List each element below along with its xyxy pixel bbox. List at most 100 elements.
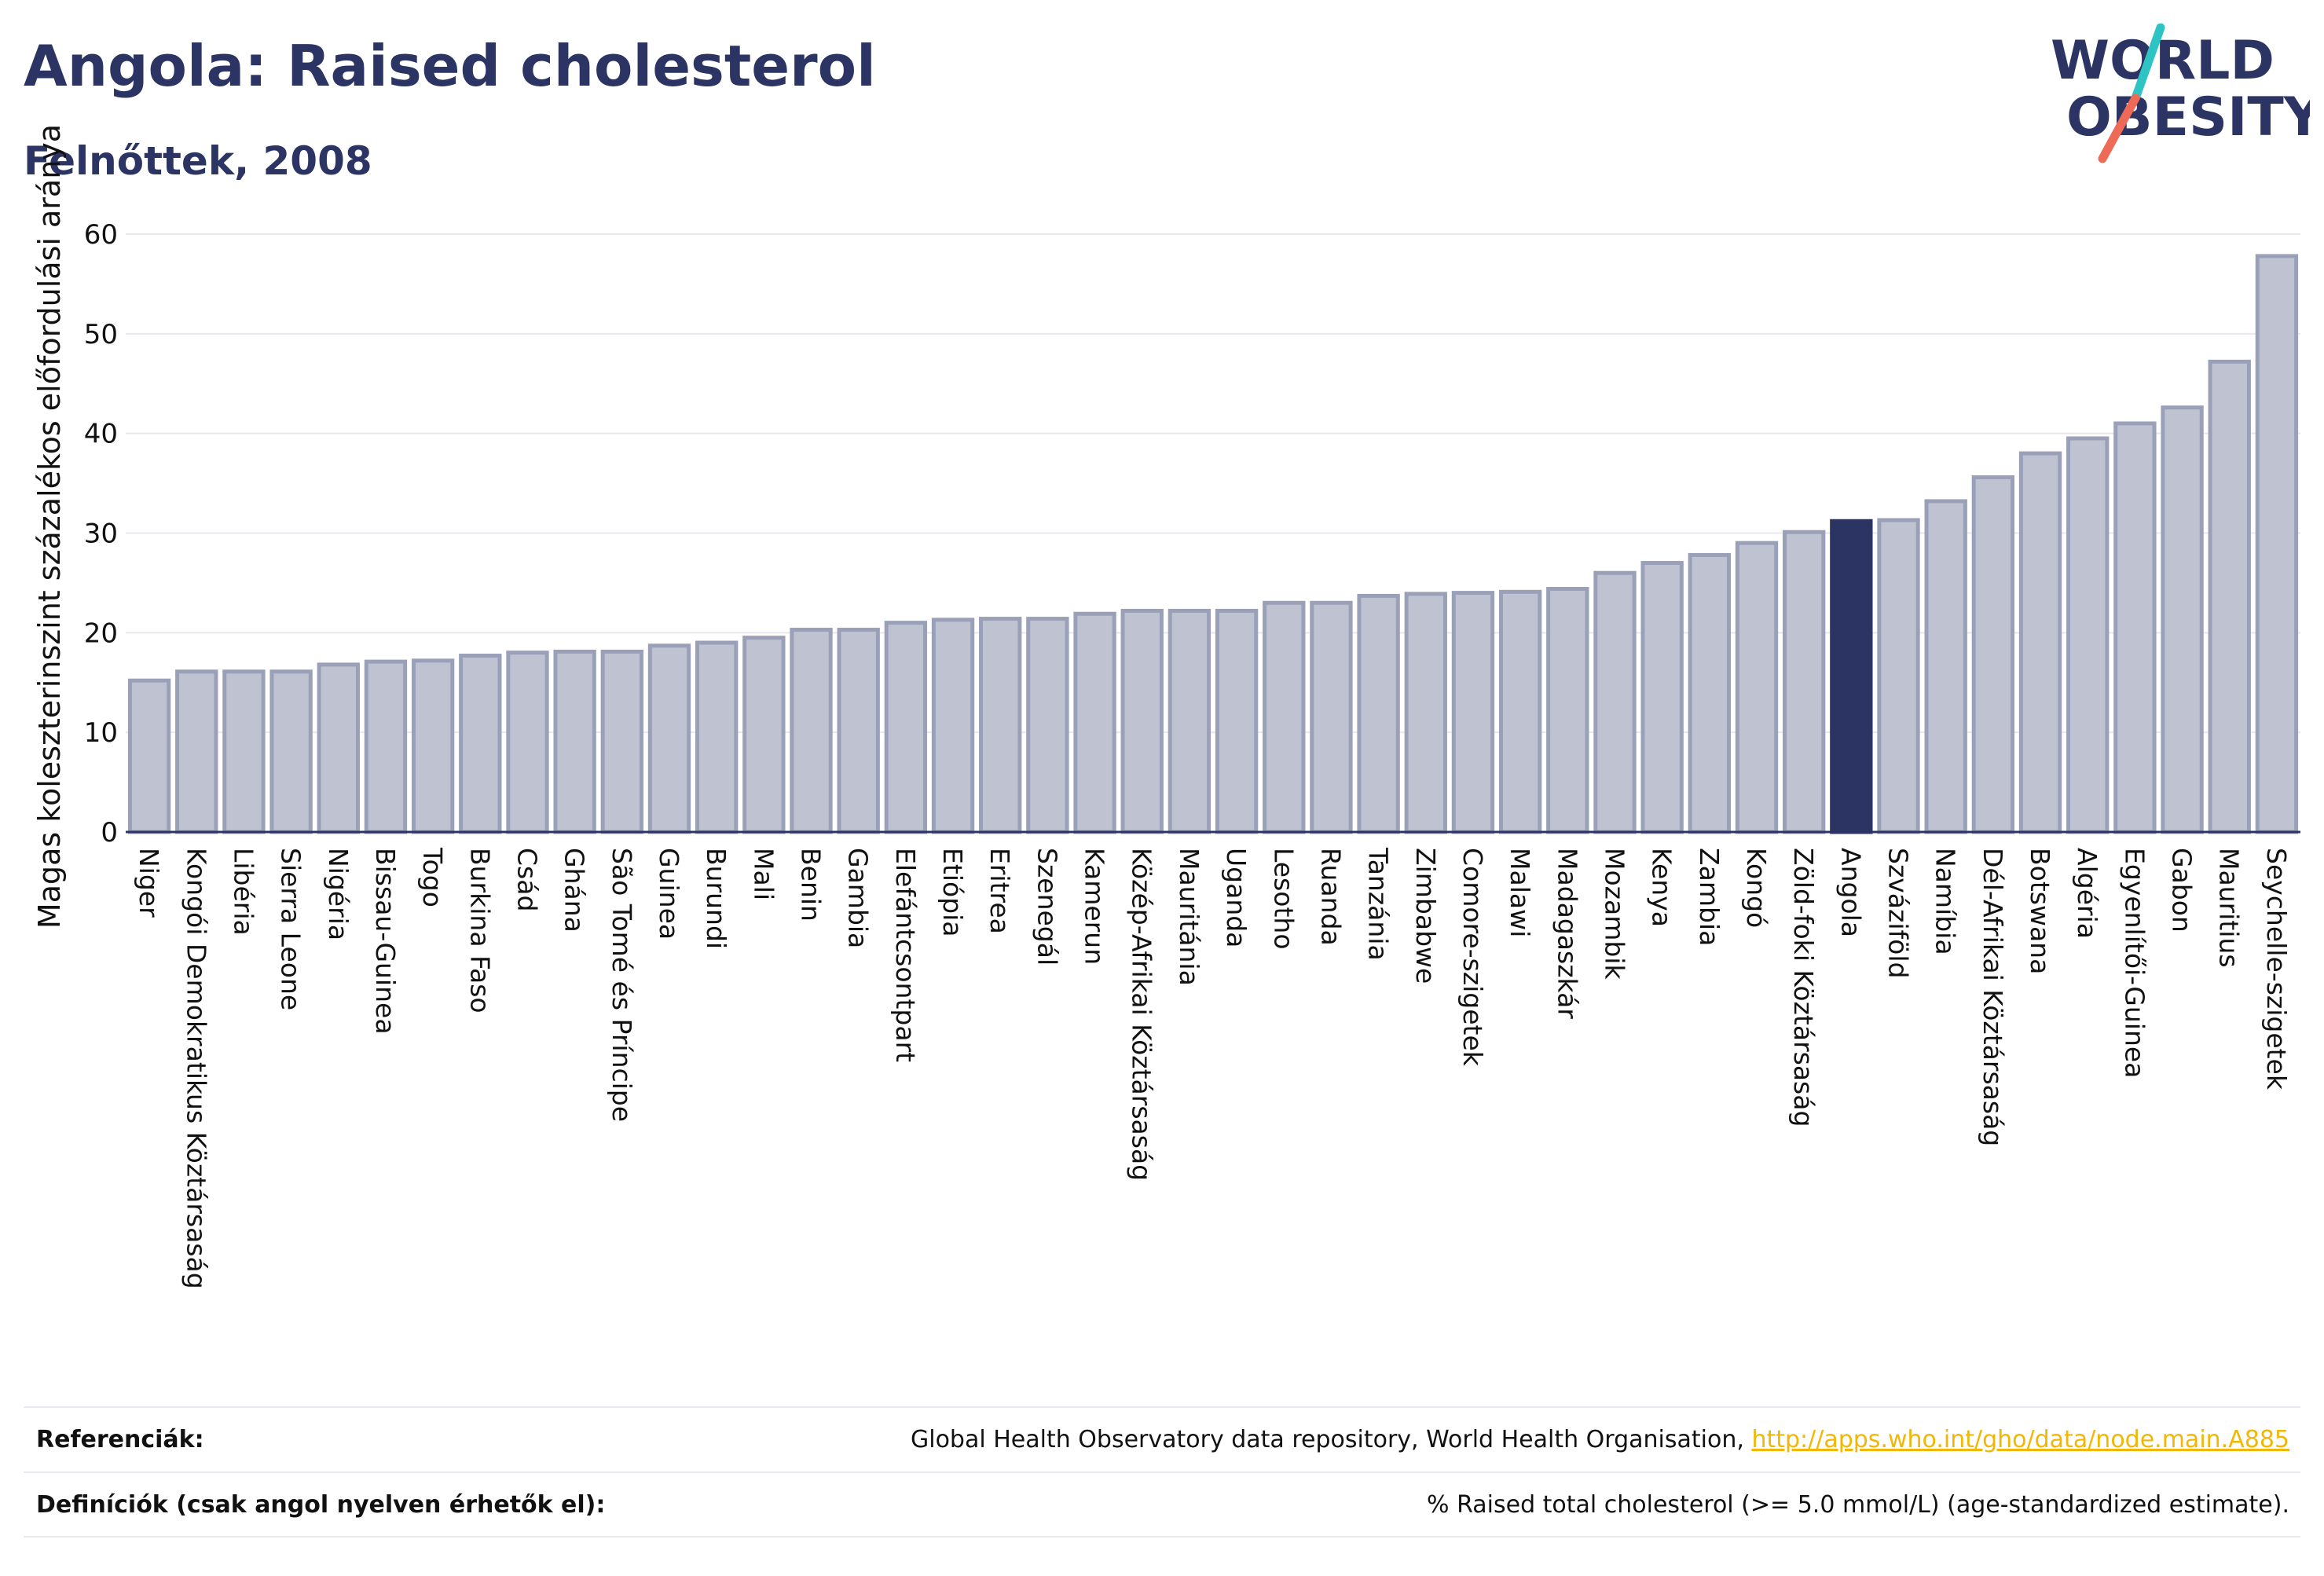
y-axis-label: Magas koleszterinszint százalékos előfor… [32,124,67,929]
bar-burundi[interactable] [695,640,739,834]
bar-zambia[interactable] [1688,552,1731,834]
x-tick-label: Kenya [1647,848,1677,927]
x-tick-label: Ruanda [1315,848,1346,946]
x-tick-label: Mali [748,848,779,900]
bar-kongó[interactable] [1735,541,1779,834]
x-tick-label: Mauritius [2214,848,2245,968]
bar-ghána[interactable] [553,649,596,834]
x-tick-label: Lesotho [1268,848,1299,950]
x-tick-label: Mauritánia [1174,848,1204,986]
x-tick-label: Egyenlítői-Guinea [2119,848,2150,1078]
bar-kamerun[interactable] [1073,611,1116,834]
world-obesity-logo: WORLD OBESITY [2051,24,2310,163]
x-tick-label: Gambia [843,848,874,948]
references-label: Referenciák: [36,1426,204,1453]
x-tick-label: Libéria [228,848,258,936]
x-tick-label: Guinea [654,848,684,940]
bar-niger[interactable] [127,678,171,834]
y-tick-label: 60 [84,219,118,251]
bar-libéria[interactable] [222,669,266,834]
bar-benin[interactable] [790,628,833,834]
bar-kenya[interactable] [1640,561,1684,834]
x-tick-label: Niger [134,848,164,918]
logo-slash-teal [2131,24,2165,103]
bar-malawi[interactable] [1498,589,1542,834]
x-tick-label: Mozambik [1599,848,1629,980]
bar-mozambik[interactable] [1593,570,1637,834]
bar-kongói-demokratikus-köztársaság[interactable] [175,669,218,834]
bar-madagaszkár[interactable] [1546,587,1589,834]
x-tick-label: Algéria [2072,848,2102,939]
bar-mauritánia[interactable] [1167,608,1211,834]
chart-title: Angola: Raised cholesterol [24,33,876,99]
x-tick-label: Eritrea [984,848,1015,934]
x-tick-label: Malawi [1505,848,1535,937]
x-tick-label: Bissau-Guinea [370,848,401,1035]
bar-mali[interactable] [742,636,786,834]
x-tick-label: Sierra Leone [276,848,306,1010]
bar-nigéria[interactable] [317,662,360,834]
bar-uganda[interactable] [1215,608,1259,834]
x-tick-label: Ghána [559,848,590,933]
x-tick-label: Namíbia [1930,848,1961,955]
x-tick-label: Elefántcsontpart [890,848,921,1062]
bar-elefántcsontpart[interactable] [884,621,928,834]
bar-comore-szigetek[interactable] [1451,591,1495,834]
x-tick-label: Angola [1835,848,1866,937]
x-tick-label: Etiópia [937,848,968,937]
footer-divider-top [24,1406,2300,1408]
x-tick-label: Burkina Faso [464,848,495,1013]
y-tick-label: 30 [84,519,118,550]
bar-s-o-tomé-és-príncipe[interactable] [600,649,643,834]
bar-közép-afrikai-köztársaság[interactable] [1120,608,1164,834]
logo-word-obesity: OBESITY [2066,86,2310,148]
x-tick-label: Madagaszkár [1552,848,1582,1019]
bar-szváziföld[interactable] [1877,518,1920,834]
bar-tanzánia[interactable] [1357,593,1400,834]
bar-seychelle-szigetek[interactable] [2255,254,2299,834]
bar-burkina-faso[interactable] [459,654,502,834]
bar-zöld-foki-köztársaság[interactable] [1783,530,1826,834]
bar-lesotho[interactable] [1263,600,1306,834]
footer-divider-bottom [24,1536,2300,1538]
bar-eritrea[interactable] [979,617,1022,834]
bar-angola[interactable] [1830,519,1873,834]
bar-zimbabwe[interactable] [1404,592,1447,834]
x-tick-label: Burundi [701,848,731,949]
bar-gambia[interactable] [837,628,880,834]
x-tick-label: Szenegál [1032,848,1062,966]
definitions-text: % Raised total cholesterol (>= 5.0 mmol/… [1427,1491,2289,1519]
definitions-label: Definíciók (csak angol nyelven érhetők e… [36,1491,606,1519]
y-tick-label: 40 [84,419,118,450]
chart-subtitle: Felnőttek, 2008 [24,138,372,184]
x-tick-label: Szváziföld [1883,848,1914,978]
x-tick-label: Csád [511,848,542,911]
x-tick-label: Kongó [1741,848,1772,928]
x-tick-label: Dél-Afrikai Köztársaság [1978,848,2008,1146]
x-tick-label: Togo [417,847,448,907]
references-link[interactable]: http://apps.who.int/gho/data/node.main.A… [1751,1426,2289,1453]
bar-algéria[interactable] [2066,436,2110,834]
x-tick-label: Közép-Afrikai Köztársaság [1127,848,1157,1181]
bar-dél-afrikai-köztársaság[interactable] [1971,475,2015,834]
bar-gabon[interactable] [2161,405,2204,834]
bar-sierra-leone[interactable] [269,669,313,834]
bar-egyenlítői-guinea[interactable] [2113,421,2157,834]
y-tick-label: 50 [84,319,118,350]
bar-csád[interactable] [506,651,549,834]
bar-etiópia[interactable] [931,618,975,834]
x-tick-label: Benin [796,848,827,922]
bar-szenegál[interactable] [1026,617,1069,834]
bar-guinea[interactable] [647,643,691,834]
bar-togo[interactable] [411,658,455,834]
x-tick-label: Comore-szigetek [1457,848,1488,1067]
x-tick-label: Kamerun [1080,848,1110,965]
bar-bissau-guinea[interactable] [364,659,408,834]
bar-ruanda[interactable] [1310,600,1353,834]
bar-mauritius[interactable] [2208,359,2251,834]
bar-botswana[interactable] [2018,451,2062,834]
y-tick-label: 0 [101,817,118,848]
x-tick-label: Zambia [1694,848,1725,946]
footer-divider-middle [24,1472,2300,1473]
bar-namíbia[interactable] [1924,499,1967,834]
